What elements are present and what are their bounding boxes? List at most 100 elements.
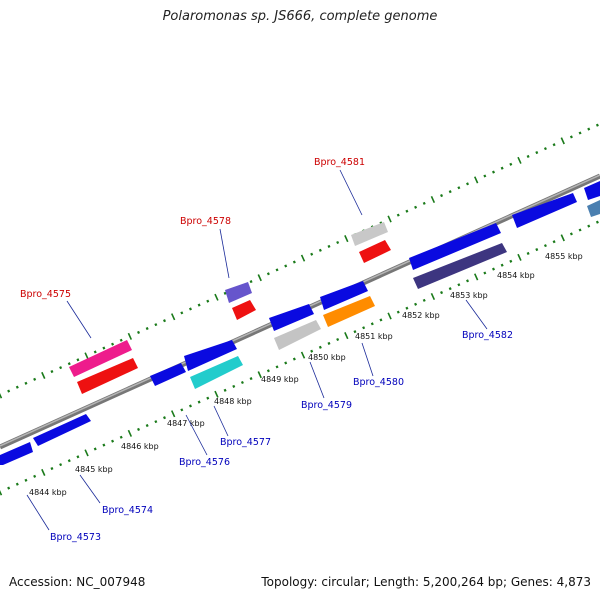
gene-label[interactable]: Bpro_4578: [180, 216, 231, 227]
kbp-label: 4851 kbp: [355, 332, 393, 341]
minor-tick: [102, 346, 106, 350]
minor-tick: [327, 341, 331, 345]
major-tick: [560, 137, 565, 145]
minor-tick: [578, 131, 582, 135]
gene-arrow[interactable]: [69, 340, 132, 377]
major-tick: [517, 156, 522, 164]
minor-tick: [414, 302, 418, 306]
minor-tick: [587, 127, 591, 131]
kbp-label: 4855 kbp: [545, 252, 583, 261]
major-tick: [430, 292, 436, 300]
minor-tick: [50, 466, 54, 471]
minor-tick: [102, 443, 106, 447]
gene-features: [0, 181, 600, 465]
tick-track-bottom: [0, 220, 599, 496]
gene-arrow[interactable]: [409, 223, 501, 270]
minor-tick: [266, 272, 270, 276]
minor-tick: [93, 447, 97, 451]
gene-arrow[interactable]: [232, 300, 256, 320]
minor-tick: [7, 486, 11, 490]
major-tick: [127, 332, 133, 340]
gene-arrow[interactable]: [584, 181, 600, 200]
gene-arrow[interactable]: [33, 414, 91, 446]
minor-tick: [500, 263, 504, 267]
minor-tick: [206, 396, 210, 400]
gene-arrow[interactable]: [150, 363, 186, 386]
major-tick: [474, 273, 479, 281]
major-tick: [214, 293, 219, 301]
kbp-label: 4849 kbp: [261, 375, 299, 384]
minor-tick: [76, 358, 80, 362]
gene-label[interactable]: Bpro_4579: [301, 400, 352, 411]
major-tick: [300, 351, 306, 359]
gene-arrow[interactable]: [359, 240, 391, 263]
gene-arrow[interactable]: [269, 304, 314, 331]
minor-tick: [24, 478, 28, 482]
gene-arrow[interactable]: [320, 281, 368, 310]
minor-tick: [587, 224, 591, 228]
minor-tick: [284, 264, 288, 268]
minor-tick: [318, 345, 322, 349]
minor-tick: [119, 435, 123, 439]
minor-tick: [249, 280, 253, 284]
minor-tick: [422, 201, 426, 205]
gene-arrow[interactable]: [587, 200, 600, 217]
gene-label[interactable]: Bpro_4573: [50, 532, 101, 543]
major-tick: [257, 274, 262, 282]
gene-arrow[interactable]: [512, 193, 577, 228]
minor-tick: [457, 186, 461, 190]
gene-arrow[interactable]: [323, 296, 375, 327]
minor-tick: [440, 194, 444, 198]
gene-arrow[interactable]: [77, 358, 138, 394]
minor-tick: [180, 408, 184, 412]
minor-tick: [111, 342, 115, 346]
minor-tick: [310, 349, 314, 353]
gene-label[interactable]: Bpro_4575: [20, 289, 71, 300]
gene-label[interactable]: Bpro_4582: [462, 330, 513, 341]
gene-arrow[interactable]: [351, 222, 388, 246]
major-tick: [0, 490, 3, 496]
minor-tick: [578, 228, 582, 232]
major-tick: [84, 449, 89, 457]
major-tick: [387, 312, 392, 320]
minor-tick: [284, 361, 288, 365]
minor-tick: [448, 190, 452, 194]
minor-tick: [396, 310, 400, 314]
minor-tick: [500, 166, 504, 170]
major-tick: [41, 371, 46, 379]
leader-lines: [26, 169, 488, 531]
minor-tick: [223, 291, 227, 295]
gene-label[interactable]: Bpro_4577: [220, 437, 271, 448]
kbp-label: 4845 kbp: [75, 465, 113, 474]
minor-tick: [483, 174, 487, 178]
minor-tick: [275, 268, 279, 272]
gene-arrow[interactable]: [184, 340, 237, 371]
gene-arrow[interactable]: [274, 320, 321, 350]
minor-tick: [119, 338, 123, 342]
gene-label[interactable]: Bpro_4576: [179, 457, 230, 468]
minor-tick: [145, 326, 149, 331]
minor-tick: [483, 271, 487, 275]
minor-tick: [188, 307, 192, 311]
gene-arrow[interactable]: [190, 356, 243, 389]
minor-tick: [422, 298, 426, 302]
minor-tick: [33, 377, 37, 381]
minor-tick: [353, 330, 357, 334]
gene-arrow[interactable]: [413, 243, 507, 289]
minor-tick: [275, 365, 279, 369]
minor-tick: [137, 427, 141, 431]
minor-tick: [180, 311, 184, 315]
minor-tick: [93, 350, 97, 354]
major-tick: [560, 234, 565, 242]
gene-label[interactable]: Bpro_4574: [102, 505, 153, 516]
gene-label[interactable]: Bpro_4580: [353, 377, 404, 388]
genome-summary-text: Topology: circular; Length: 5,200,264 bp…: [261, 575, 591, 589]
gene-label[interactable]: Bpro_4581: [314, 157, 365, 168]
major-tick: [214, 390, 219, 398]
gene-arrow[interactable]: [225, 282, 252, 303]
minor-tick: [569, 232, 573, 236]
major-tick: [387, 215, 392, 223]
gene-arrow[interactable]: [0, 442, 33, 465]
minor-tick: [414, 205, 418, 209]
kbp-label: 4844 kbp: [29, 488, 67, 497]
